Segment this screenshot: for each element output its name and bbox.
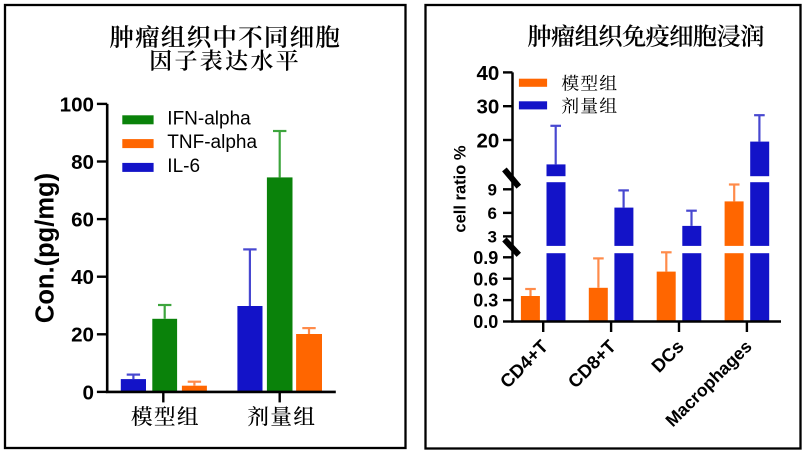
svg-text:40: 40 bbox=[476, 62, 499, 85]
svg-text:0.0: 0.0 bbox=[473, 312, 498, 332]
svg-text:30: 30 bbox=[476, 96, 499, 119]
svg-text:0.6: 0.6 bbox=[473, 269, 498, 289]
svg-text:TNF-alpha: TNF-alpha bbox=[167, 132, 257, 153]
svg-text:20: 20 bbox=[71, 324, 94, 347]
svg-text:80: 80 bbox=[71, 151, 94, 174]
svg-text:3: 3 bbox=[488, 228, 497, 247]
svg-text:0.3: 0.3 bbox=[473, 291, 498, 311]
svg-text:cell ratio %: cell ratio % bbox=[452, 145, 470, 232]
svg-text:60: 60 bbox=[71, 209, 94, 232]
svg-text:6: 6 bbox=[488, 204, 497, 223]
svg-text:0.9: 0.9 bbox=[473, 248, 498, 268]
svg-text:IFN-alpha: IFN-alpha bbox=[167, 108, 251, 129]
svg-text:100: 100 bbox=[60, 93, 94, 116]
svg-text:40: 40 bbox=[71, 266, 94, 289]
svg-text:0: 0 bbox=[83, 381, 94, 404]
svg-text:20: 20 bbox=[476, 129, 499, 152]
svg-text:9: 9 bbox=[488, 181, 497, 200]
svg-text:Con.(pg/mg): Con.(pg/mg) bbox=[32, 173, 60, 323]
svg-text:IL-6: IL-6 bbox=[167, 156, 200, 177]
